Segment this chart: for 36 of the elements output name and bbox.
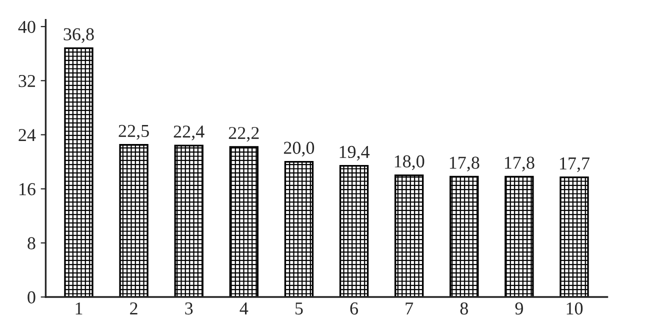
data-label: 22,4 <box>174 126 204 140</box>
bar <box>339 165 369 297</box>
bar <box>504 176 534 297</box>
y-tick-label: 32 <box>18 74 35 88</box>
y-tick-label: 24 <box>18 129 36 141</box>
x-tick-label: 6 <box>350 302 358 315</box>
bar <box>64 47 94 297</box>
bar <box>284 160 314 297</box>
y-tick-label: 16 <box>20 183 36 196</box>
bar <box>394 174 424 297</box>
x-tick-label: 10 <box>566 302 583 315</box>
x-tick-label: 9 <box>515 302 523 315</box>
x-tick-label: 3 <box>185 302 193 315</box>
x-tick-label: 1 <box>76 302 82 314</box>
data-label: 19,4 <box>340 146 370 161</box>
x-tick-label: 5 <box>296 302 303 315</box>
data-label: 22,5 <box>118 124 149 140</box>
x-tick-label: 2 <box>130 302 138 314</box>
bar <box>560 176 589 297</box>
data-label: 17,8 <box>450 156 480 172</box>
x-tick-label: 7 <box>406 302 414 314</box>
bar <box>229 146 259 297</box>
data-label: 20,0 <box>284 142 314 157</box>
y-tick-label: 40 <box>18 20 36 34</box>
data-label: 17,8 <box>504 156 534 172</box>
x-tick-label: 4 <box>240 302 248 314</box>
data-label: 36,8 <box>64 28 94 43</box>
data-label: 22,2 <box>228 126 259 142</box>
data-label: 17,7 <box>560 157 590 172</box>
x-tick-label: 8 <box>460 302 468 315</box>
bar <box>119 144 148 297</box>
y-tick-label: 8 <box>28 237 36 250</box>
bar <box>174 144 204 297</box>
bar <box>450 176 479 297</box>
y-tick-label: 0 <box>28 291 36 304</box>
data-label: 18,0 <box>394 155 424 170</box>
